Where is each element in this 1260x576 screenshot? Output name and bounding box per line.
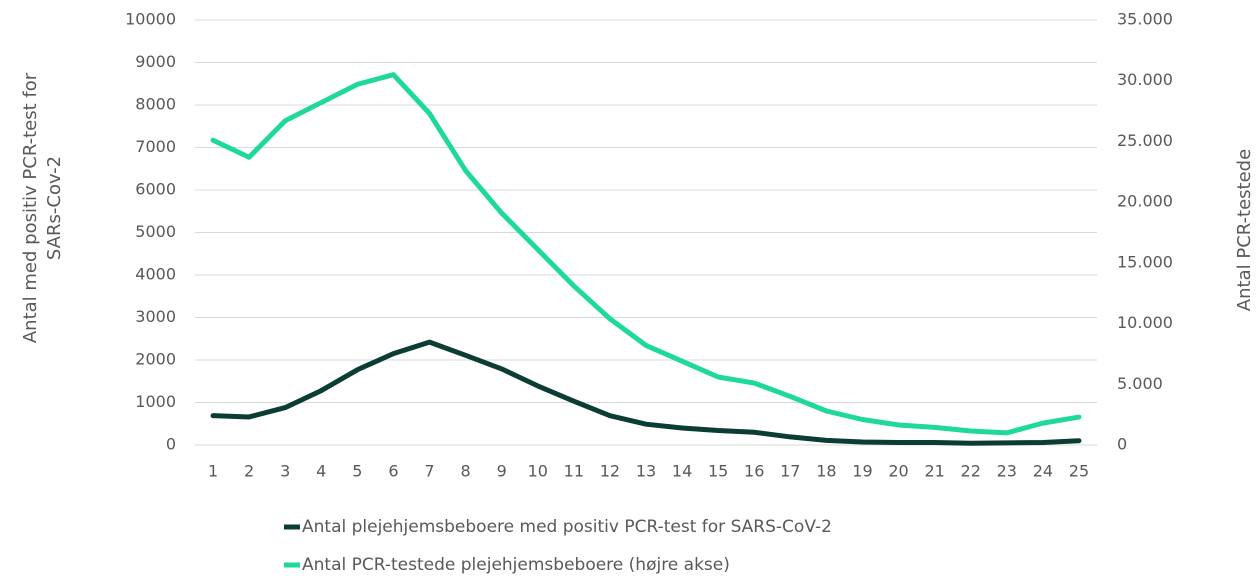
- x-tick-label: 19: [852, 462, 872, 481]
- x-tick-label: 4: [316, 462, 326, 481]
- y-tick-label: 6000: [135, 180, 176, 199]
- y2-tick-label: 25.000: [1117, 131, 1173, 150]
- x-tick-label: 23: [997, 462, 1017, 481]
- x-tick-label: 25: [1069, 462, 1089, 481]
- x-tick-label: 9: [497, 462, 507, 481]
- y-tick-label: 10000: [125, 10, 176, 29]
- y-tick-label: 4000: [135, 265, 176, 284]
- legend-label: Antal plejehjemsbeboere med positiv PCR-…: [302, 517, 832, 537]
- x-tick-label: 2: [244, 462, 254, 481]
- y-tick-label: 1000: [135, 392, 176, 411]
- x-tick-label: 21: [924, 462, 944, 481]
- x-tick-label: 15: [708, 462, 728, 481]
- series-line: [210, 339, 1082, 446]
- x-tick-label: 12: [600, 462, 620, 481]
- y2-tick-label: 30.000: [1117, 70, 1173, 89]
- y-tick-label: 7000: [135, 137, 176, 156]
- x-tick-label: 14: [672, 462, 692, 481]
- x-tick-label: 11: [564, 462, 584, 481]
- x-tick-label: 3: [280, 462, 290, 481]
- legend-label: Antal PCR-testede plejehjemsbeboere (høj…: [302, 555, 730, 575]
- y-tick-label: 0: [166, 435, 176, 454]
- y2-tick-label: 35.000: [1117, 10, 1173, 29]
- x-tick-label: 10: [528, 462, 548, 481]
- x-tick-label: 13: [636, 462, 656, 481]
- y2-tick-label: 0: [1117, 435, 1127, 454]
- x-tick-label: 24: [1033, 462, 1053, 481]
- x-tick-label: 7: [424, 462, 434, 481]
- y-tick-label: 8000: [135, 95, 176, 114]
- y-tick-label: 5000: [135, 222, 176, 241]
- x-tick-label: 17: [780, 462, 800, 481]
- y2-tick-label: 5.000: [1117, 374, 1163, 393]
- x-tick-label: 16: [744, 462, 764, 481]
- y2-tick-label: 10.000: [1117, 313, 1173, 332]
- y-axis-title: Antal med positiv PCR-test for SARs-Cov-…: [20, 72, 65, 344]
- x-tick-label: 22: [961, 462, 981, 481]
- x-tick-label: 1: [208, 462, 218, 481]
- x-tick-label: 18: [816, 462, 836, 481]
- y2-tick-label: 20.000: [1117, 192, 1173, 211]
- x-tick-label: 20: [888, 462, 908, 481]
- y2-tick-label: 15.000: [1117, 252, 1173, 271]
- x-tick-label: 5: [352, 462, 362, 481]
- x-tick-label: 6: [388, 462, 398, 481]
- y-tick-label: 2000: [135, 350, 176, 369]
- y-tick-label: 3000: [135, 307, 176, 326]
- series-line: [210, 72, 1082, 436]
- y-tick-label: 9000: [135, 52, 176, 71]
- x-tick-label: 8: [461, 462, 471, 481]
- y2-axis-title: Antal PCR-testede: [1234, 148, 1255, 312]
